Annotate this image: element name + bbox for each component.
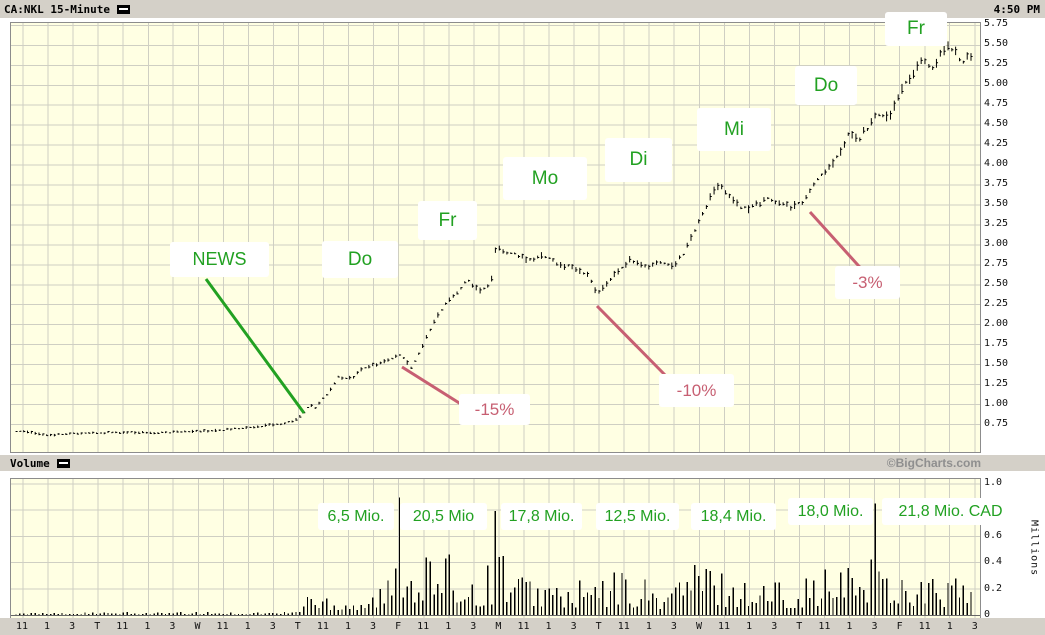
time-tick-label: 11: [216, 621, 229, 632]
volume-tick-label: 0: [984, 609, 991, 620]
price-tick-label: 4.75: [984, 98, 1009, 110]
price-tick-label: 5.75: [984, 18, 1009, 30]
time-tick-label: 1: [244, 621, 251, 632]
time-tick-label: F: [896, 621, 903, 632]
time-tick-label: T: [595, 621, 602, 632]
price-tick-label: 5.50: [984, 38, 1009, 50]
time-tick-label: 1: [846, 621, 853, 632]
price-tick-label: 4.50: [984, 118, 1009, 130]
time-tick-label: 3: [169, 621, 176, 632]
time-tick-label: T: [294, 621, 301, 632]
price-tick-label: 5.25: [984, 58, 1009, 70]
time-tick-label: 3: [971, 621, 978, 632]
volume-chart-canvas: [10, 478, 981, 619]
time-tick-label: 3: [871, 621, 878, 632]
time-axis-strip: [0, 618, 1045, 635]
time-tick-label: 3: [269, 621, 276, 632]
time-tick-label: T: [94, 621, 101, 632]
price-tick-label: 3.25: [984, 218, 1009, 230]
price-tick-label: 4.25: [984, 138, 1009, 150]
price-tick-label: 1.75: [984, 338, 1009, 350]
price-tick-label: 2.00: [984, 318, 1009, 330]
time-tick-label: W: [695, 621, 702, 632]
collapse-chart-icon[interactable]: [116, 4, 130, 14]
price-series-plot: [11, 23, 980, 452]
volume-tick-label: 1.0: [984, 477, 1003, 488]
time-tick-label: 11: [417, 621, 430, 632]
time-tick-label: T: [796, 621, 803, 632]
time-tick-label: M: [495, 621, 502, 632]
bigcharts-watermark: ©BigCharts.com: [886, 456, 981, 470]
volume-tick-label: 0.6: [984, 529, 1003, 541]
time-tick-label: 11: [517, 621, 530, 632]
price-tick-label: 1.50: [984, 358, 1009, 370]
price-chart-canvas: [10, 22, 981, 453]
price-tick-label: 0.75: [984, 418, 1009, 430]
time-tick-label: 3: [670, 621, 677, 632]
chart-header-bar: CA:NKL 15-Minute 4:50 PM: [0, 0, 1045, 18]
time-tick-label: 11: [617, 621, 630, 632]
time-tick-label: 1: [445, 621, 452, 632]
time-tick-label: 11: [316, 621, 329, 632]
collapse-volume-icon[interactable]: [56, 458, 70, 468]
price-tick-label: 1.25: [984, 378, 1009, 390]
volume-tick-label: 0.2: [984, 582, 1003, 594]
volume-header-bar: Volume: [0, 455, 1045, 471]
price-tick-label: 2.75: [984, 258, 1009, 270]
time-tick-label: W: [194, 621, 201, 632]
time-tick-label: 3: [470, 621, 477, 632]
time-tick-label: 3: [69, 621, 76, 632]
symbol-interval-label: CA:NKL 15-Minute: [4, 2, 110, 16]
time-tick-label: 3: [570, 621, 577, 632]
volume-unit-label: Millions: [1028, 519, 1040, 577]
time-tick-label: 11: [15, 621, 29, 632]
price-tick-label: 4.00: [984, 158, 1009, 170]
price-axis: 5.75 5.50 5.25 5.00 4.75 4.50 4.25 4.00 3.75 3.50…: [984, 0, 1039, 635]
time-tick-label: 1: [645, 621, 652, 632]
time-tick-label: 1: [144, 621, 151, 632]
time-tick-label: 1: [44, 621, 51, 632]
price-tick-label: 1.00: [984, 398, 1009, 410]
volume-title: Volume: [10, 456, 50, 470]
price-tick-label: 5.00: [984, 78, 1009, 90]
quote-time-label: 4:50 PM: [993, 3, 1040, 16]
volume-tick-label: 0.8: [984, 503, 1003, 515]
time-tick-label: 11: [918, 621, 931, 632]
price-tick-label: 3.75: [984, 178, 1009, 190]
time-tick-label: 11: [718, 621, 731, 632]
time-tick-label: 11: [116, 621, 129, 632]
price-tick-label: 2.50: [984, 278, 1009, 290]
price-tick-label: 2.25: [984, 298, 1009, 310]
price-tick-label: 3.00: [984, 238, 1009, 250]
time-axis: 11 1 3 T 11 1 3 W 11 1 3 T 11 1 3 F 11 1 3 M 11 1 3 T 11 1 3 W 11 1 3 T…: [0, 619, 1045, 635]
price-tick-label: 3.50: [984, 198, 1009, 210]
time-tick-label: F: [395, 621, 402, 632]
volume-tick-label: 0.4: [984, 556, 1003, 568]
time-tick-label: 1: [545, 621, 552, 632]
volume-series-plot: [11, 479, 980, 618]
time-tick-label: 1: [344, 621, 351, 632]
time-tick-label: 3: [771, 621, 778, 632]
time-tick-label: 11: [818, 621, 831, 632]
time-tick-label: 1: [746, 621, 753, 632]
time-tick-label: 3: [370, 621, 377, 632]
time-tick-label: 1: [946, 621, 953, 632]
